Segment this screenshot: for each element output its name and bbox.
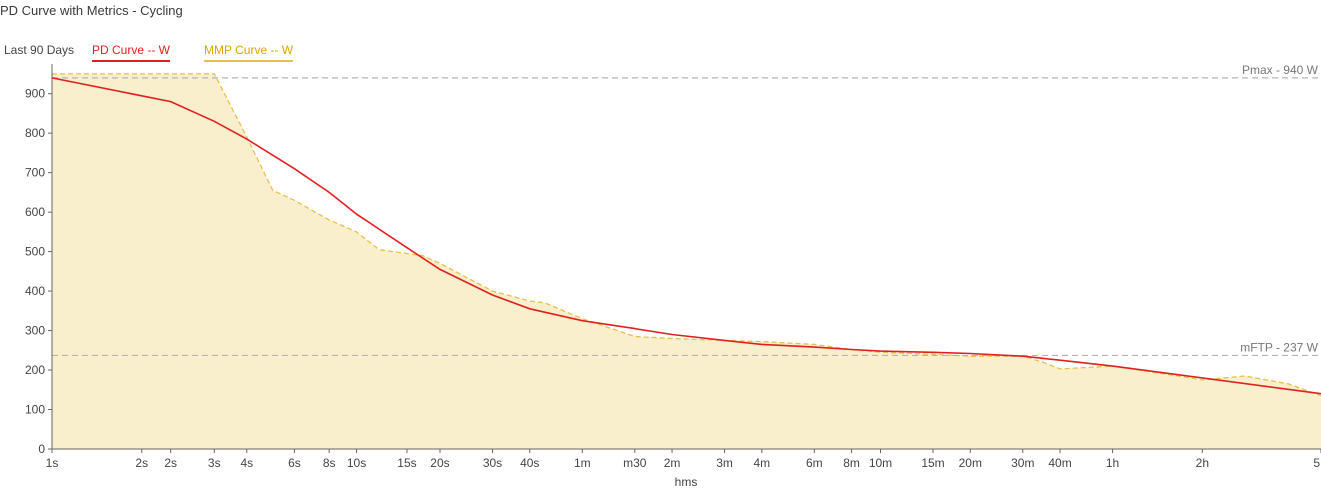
mmp-curve-area <box>52 73 1321 450</box>
mmp-curve-line <box>52 73 1321 397</box>
x-tick-label: 2s <box>135 456 148 470</box>
x-tick-label: 1s <box>46 456 59 470</box>
x-tick-label: 8m <box>843 456 860 470</box>
x-tick-label: 6s <box>288 456 301 470</box>
y-tick-label: 0 <box>38 442 45 456</box>
y-tick-label: 600 <box>25 205 45 219</box>
x-tick-label: 3s <box>208 456 221 470</box>
x-tick-label: 3m <box>716 456 733 470</box>
pmax-reference-label: Pmax - 940 W <box>1242 63 1319 77</box>
x-tick-label: 8s <box>323 456 336 470</box>
axes-layer: 0 100 200 300 400 500 600 700 800 900 1s 2s 2s 3s 4s 6s… <box>25 64 1321 470</box>
date-range-label[interactable]: Last 90 Days <box>4 43 75 57</box>
y-tick-label: 500 <box>25 245 45 259</box>
x-tick-label: 2s <box>164 456 177 470</box>
x-tick-label: 20s <box>430 456 449 470</box>
series-layer <box>51 77 1321 395</box>
x-tick-label: 10m <box>869 456 892 470</box>
x-tick-label: 15m <box>921 456 944 470</box>
x-tick-label: 20m <box>959 456 982 470</box>
x-tick-label: 10s <box>347 456 366 470</box>
y-tick-label: 700 <box>25 166 45 180</box>
x-tick-label: 40m <box>1048 456 1071 470</box>
y-tick-label: 300 <box>25 324 45 338</box>
x-tick-label: 4s <box>240 456 253 470</box>
x-tick-label: m30 <box>623 456 647 470</box>
x-tick-label: 1h <box>1106 456 1119 470</box>
y-tick-label: 400 <box>25 284 45 298</box>
x-tick-label: 6m <box>806 456 823 470</box>
legend-item-mmp-curve[interactable]: MMP Curve -- W <box>204 43 294 62</box>
y-tick-label: 900 <box>25 87 45 101</box>
y-tick-label: 200 <box>25 363 45 377</box>
x-tick-label: 1m <box>574 456 591 470</box>
reference-lines-layer: Pmax - 940 W mFTP - 237 W <box>52 63 1321 357</box>
y-tick-label: 800 <box>25 126 45 140</box>
mftp-reference-label: mFTP - 237 W <box>1240 340 1318 354</box>
x-tick-label: 4m <box>753 456 770 470</box>
x-tick-label: 2m <box>664 456 681 470</box>
legend-item-pd-curve[interactable]: PD Curve -- W <box>92 43 170 62</box>
x-tick-label: 15s <box>397 456 416 470</box>
x-tick-label: 5 <box>1313 456 1320 470</box>
page-title: PD Curve with Metrics - Cycling <box>0 3 183 18</box>
x-tick-label: 2h <box>1196 456 1209 470</box>
y-tick-label: 100 <box>25 403 45 417</box>
x-axis-label: hms <box>675 475 698 489</box>
pd-curve-line <box>51 77 1321 395</box>
x-tick-label: 30s <box>483 456 502 470</box>
mmp-area-layer <box>52 73 1321 450</box>
x-tick-label: 40s <box>520 456 539 470</box>
x-tick-label: 30m <box>1011 456 1034 470</box>
